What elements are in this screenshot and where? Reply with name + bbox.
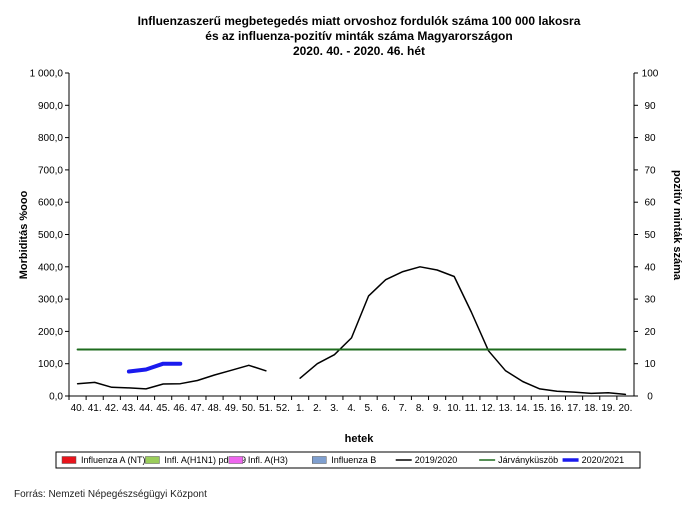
x-tick-label: 7.: [399, 403, 407, 414]
x-tick-label: 18.: [584, 403, 598, 414]
x-tick-label: 4.: [347, 403, 355, 414]
x-tick-label: 15.: [533, 403, 547, 414]
source-note: Forrás: Nemzeti Népegészségügyi Központ: [14, 489, 207, 500]
right-tick-label: 60: [644, 198, 656, 209]
y-axis-left-label: Morbiditás %ooo: [18, 190, 30, 279]
legend-box: [55, 451, 641, 469]
right-tick-label: 90: [644, 101, 656, 112]
legend-label: Influenza B: [331, 455, 376, 465]
x-tick-label: 42.: [105, 403, 119, 414]
left-tick-label: 100,0: [38, 359, 63, 370]
left-tick-label: 200,0: [38, 327, 63, 338]
x-axis-ticks: 40. 41. 42. 43. 44. 45. 46. 47. 48. 49. 50. 51. 52. 1…: [68, 396, 632, 414]
series-layer: [76, 266, 627, 396]
x-tick-label: 6.: [382, 403, 390, 414]
left-tick-label: 500,0: [38, 230, 63, 241]
x-tick-label: 52.: [276, 403, 290, 414]
series-line: [299, 266, 627, 396]
legend-label: Járványküszöb: [498, 455, 558, 465]
left-tick-label: 800,0: [38, 133, 63, 144]
x-tick-label: 5.: [364, 403, 372, 414]
chart-title: Influenzaszerű megbetegedés miatt orvosh…: [138, 14, 581, 58]
x-tick-label: 13.: [499, 403, 513, 414]
right-tick-label: 10: [644, 359, 656, 370]
x-tick-label: 20.: [618, 403, 632, 414]
right-tick-label: 50: [644, 230, 656, 241]
left-tick-label: 1 000,0: [30, 69, 64, 80]
legend-label: Infl. A(H3): [248, 455, 288, 465]
x-tick-label: 2.: [313, 403, 321, 414]
left-tick-label: 900,0: [38, 101, 63, 112]
x-tick-label: 16.: [550, 403, 564, 414]
x-tick-label: 12.: [482, 403, 496, 414]
x-axis-label: hetek: [345, 433, 375, 445]
x-tick-label: 11.: [465, 403, 478, 414]
right-tick-label: 30: [644, 295, 656, 306]
title-line-1: Influenzaszerű megbetegedés miatt orvosh…: [138, 14, 581, 28]
x-tick-label: 50.: [242, 403, 256, 414]
axes: [68, 73, 635, 397]
right-tick-label: 80: [644, 133, 656, 144]
title-line-3: 2020. 40. - 2020. 46. hét: [293, 44, 425, 58]
series-line: [126, 361, 183, 374]
x-tick-label: 8.: [416, 403, 424, 414]
legend-swatch: [312, 456, 327, 464]
x-tick-label: 51.: [259, 403, 273, 414]
right-tick-label: 100: [642, 69, 659, 80]
left-axis-ticks: 0,0 100,0 200,0 300,0 400,0 500,0 600,0 700,0 80…: [30, 69, 69, 403]
x-tick-label: 46.: [173, 403, 187, 414]
x-tick-label: 10.: [447, 403, 461, 414]
right-tick-label: 70: [644, 165, 656, 176]
legend-swatch: [61, 456, 77, 464]
x-tick-label: 19.: [601, 403, 615, 414]
x-tick-label: 40.: [71, 403, 85, 414]
legend-label: 2020/2021: [582, 455, 625, 465]
x-tick-label: 48.: [208, 403, 222, 414]
legend: Influenza A (NT) Infl. A(H1N1) pdm09 Infl.…: [55, 451, 641, 469]
left-tick-label: 300,0: [38, 295, 63, 306]
legend-label: Influenza A (NT): [81, 455, 146, 465]
right-axis-ticks: 0 10 20 30 40 50 60 70 80 90 100: [634, 69, 659, 403]
left-tick-label: 600,0: [38, 198, 63, 209]
left-tick-label: 700,0: [38, 165, 63, 176]
series-line: [76, 364, 267, 390]
x-tick-label: 44.: [139, 403, 153, 414]
x-tick-label: 1.: [296, 403, 304, 414]
right-tick-label: 0: [647, 392, 653, 403]
x-tick-label: 43.: [122, 403, 136, 414]
x-tick-label: 9.: [433, 403, 441, 414]
x-tick-label: 41.: [88, 403, 102, 414]
left-tick-label: 400,0: [38, 262, 63, 273]
x-tick-label: 14.: [516, 403, 530, 414]
x-tick-label: 49.: [225, 403, 239, 414]
x-tick-label: 17.: [567, 403, 581, 414]
title-line-2: és az influenza-pozitív minták száma Mag…: [205, 29, 512, 43]
x-tick-label: 45.: [156, 403, 170, 414]
legend-label: 2019/2020: [415, 455, 458, 465]
legend-swatch: [145, 456, 160, 464]
y-axis-right-label: pozitív minták száma: [671, 170, 683, 281]
right-tick-label: 20: [644, 327, 656, 338]
left-tick-label: 0,0: [49, 392, 63, 403]
x-tick-label: 47.: [190, 403, 204, 414]
legend-swatch: [228, 456, 244, 464]
legend-label: Infl. A(H1N1) pdm09: [164, 455, 246, 465]
x-tick-label: 3.: [330, 403, 338, 414]
right-tick-label: 40: [644, 262, 656, 273]
